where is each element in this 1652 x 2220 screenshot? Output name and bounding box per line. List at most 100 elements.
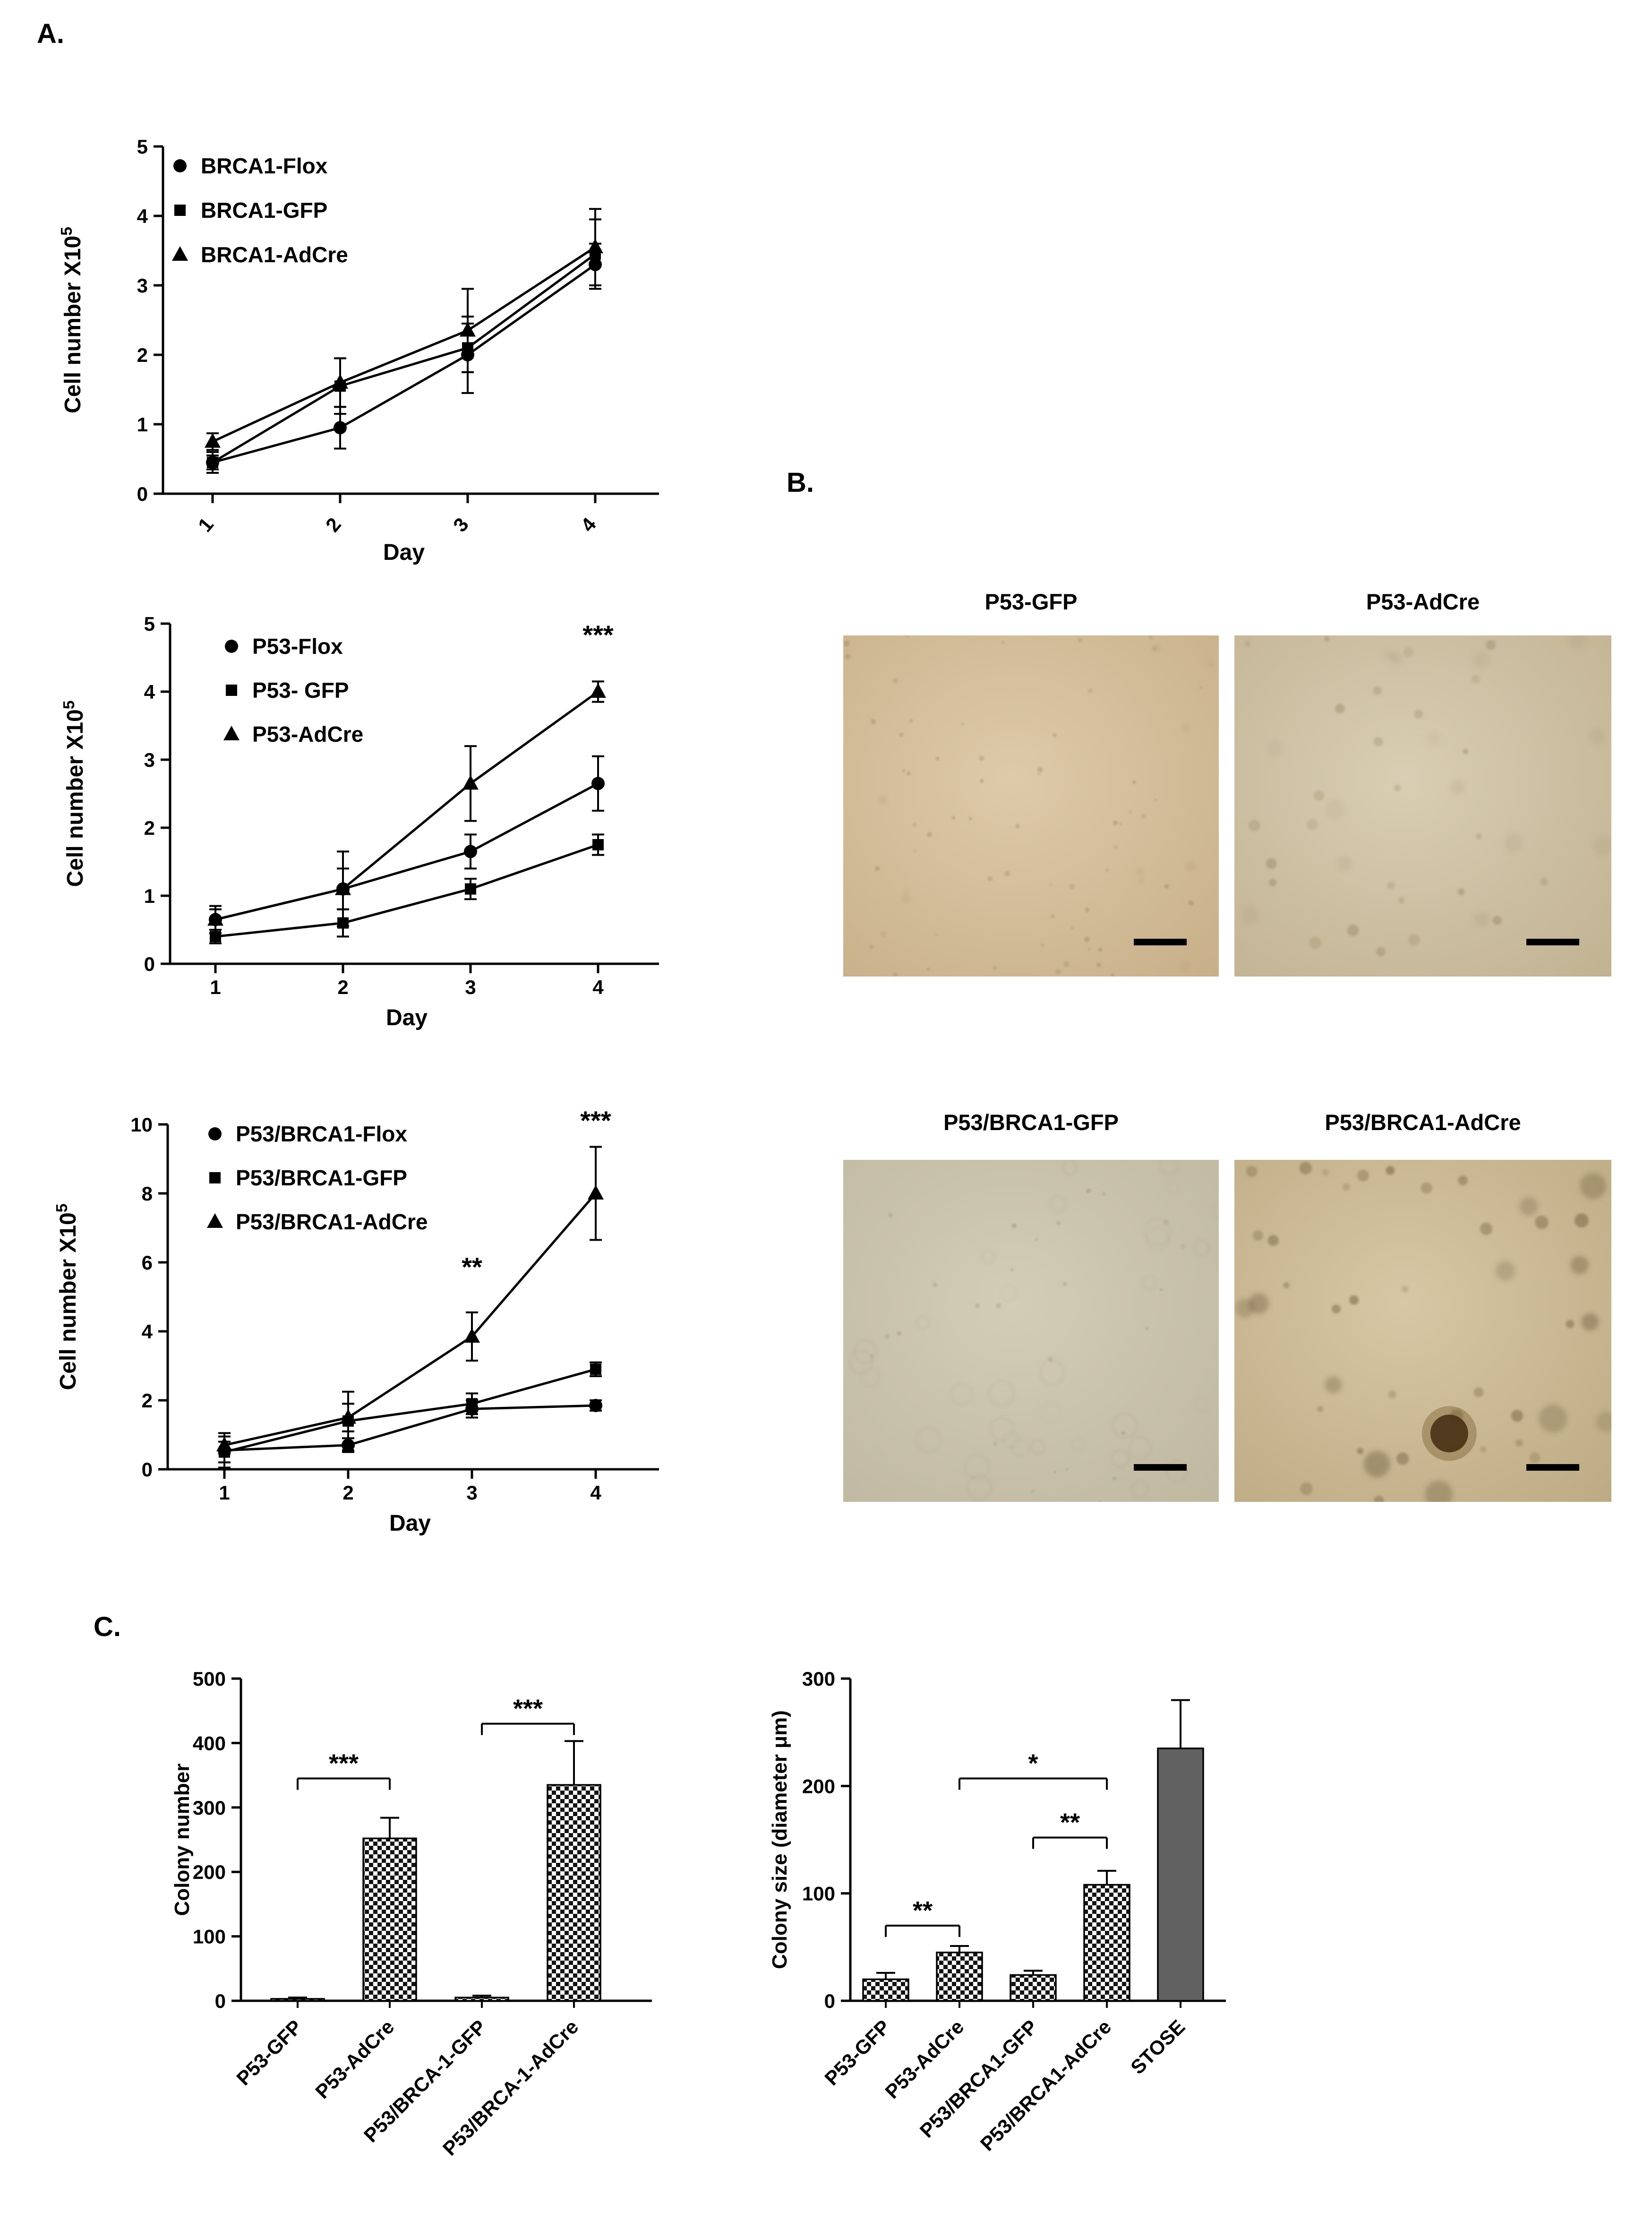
series-P53-GFP bbox=[209, 833, 604, 944]
significance-annotation: ** bbox=[913, 1896, 933, 1925]
x-tick-label: 4 bbox=[592, 976, 604, 998]
chart-colony-number: 0 100 200 300 400 500 Colony number P53-GFP P53-… bbox=[171, 1668, 652, 2160]
micrograph-label-p53-gfp: P53-GFP bbox=[984, 589, 1078, 614]
panel-a-label: A. bbox=[37, 18, 64, 49]
x-axis-label: Day bbox=[386, 1005, 428, 1030]
bar-P53-AdCre bbox=[936, 1951, 983, 2002]
bar-P53/BRCA-1-AdCre bbox=[547, 1784, 601, 2002]
panel-c-label: C. bbox=[94, 1611, 121, 1642]
x-tick-label: 1 bbox=[194, 514, 218, 536]
chart-colony-size: 0 100 200 300 Colony size (diameter μm) P53-G… bbox=[768, 1668, 1226, 2155]
x-axis-label: Day bbox=[383, 540, 425, 565]
y-tick-label: 2 bbox=[144, 817, 155, 839]
micrograph-p53-gfp bbox=[843, 635, 1219, 977]
x-tick-label: 1 bbox=[219, 1482, 230, 1504]
x-tick-label: 2 bbox=[321, 514, 345, 536]
significance-annotation: *** bbox=[582, 620, 614, 650]
y-tick-label: 5 bbox=[137, 136, 148, 158]
y-tick-label: 1 bbox=[137, 413, 148, 436]
series-P53-AdCre bbox=[207, 680, 606, 931]
bar-P53-GFP bbox=[862, 1978, 909, 2002]
scale-bar bbox=[1526, 1464, 1579, 1471]
y-tick-label: 6 bbox=[142, 1251, 153, 1274]
x-tick-label: 1 bbox=[210, 976, 221, 998]
y-tick-label: 1 bbox=[144, 885, 155, 907]
y-tick-label: 0 bbox=[144, 953, 155, 975]
category-label: P53-GFP bbox=[232, 2015, 306, 2090]
micrograph-p53-brca1-gfp bbox=[843, 1160, 1219, 1502]
bar-STOSE bbox=[1157, 1748, 1204, 2002]
category-label: P53-GFP bbox=[820, 2015, 894, 2090]
y-tick-label: 4 bbox=[144, 681, 155, 703]
significance-annotation: ** bbox=[1060, 1808, 1080, 1836]
y-tick-label: 300 bbox=[193, 1797, 226, 1819]
significance-annotation: ** bbox=[462, 1252, 482, 1282]
series-BRCA1-AdCre bbox=[205, 208, 603, 451]
chart-p53-growth: 0 1 2 3 4 5 Cell number X105 1 2 3 4 Day P53-Flox P53… bbox=[60, 613, 659, 1030]
series-P53/BRCA1-AdCre bbox=[216, 1146, 604, 1455]
series-BRCA1-Flox bbox=[206, 242, 602, 474]
significance-annotation: *** bbox=[513, 1694, 543, 1723]
y-tick-label: 8 bbox=[142, 1183, 153, 1205]
y-tick-label: 0 bbox=[215, 1990, 226, 2012]
y-tick-label: 200 bbox=[802, 1775, 835, 1797]
y-tick-label: 10 bbox=[130, 1114, 153, 1136]
y-tick-label: 500 bbox=[193, 1668, 226, 1690]
panel-b-label: B. bbox=[787, 467, 814, 498]
y-axis-label: Cell number X105 bbox=[60, 701, 88, 887]
y-tick-label: 4 bbox=[142, 1320, 153, 1343]
micrograph-p53-brca1-adcre bbox=[1234, 1160, 1611, 1502]
chart-brca1-growth: 0 1 2 3 4 5 Cell number X105 1 2 3 4 Day BRCA1-Flox B… bbox=[58, 136, 659, 565]
legend-label: P53-Flox bbox=[252, 634, 343, 659]
y-tick-label: 400 bbox=[193, 1732, 226, 1754]
y-tick-label: 0 bbox=[824, 1990, 835, 2012]
x-tick-label: 2 bbox=[337, 976, 348, 998]
significance-annotation: * bbox=[1028, 1749, 1038, 1777]
y-axis-label: Colony size (diameter μm) bbox=[768, 1710, 791, 1969]
legend-label: P53-AdCre bbox=[252, 722, 363, 746]
micrograph-label-p53-adcre: P53-AdCre bbox=[1366, 589, 1480, 614]
scale-bar bbox=[1526, 939, 1579, 945]
x-tick-label: 3 bbox=[465, 976, 476, 998]
x-tick-label: 3 bbox=[466, 1482, 477, 1504]
legend-label: BRCA1-Flox bbox=[201, 154, 328, 178]
x-tick-label: 4 bbox=[576, 513, 600, 536]
legend-label: BRCA1-GFP bbox=[201, 198, 327, 223]
category-label: P53/BRCA1-AdCre bbox=[976, 2015, 1116, 2155]
bar-P53/BRCA1-AdCre bbox=[1083, 1884, 1130, 2002]
legend-label: P53/BRCA1-GFP bbox=[236, 1166, 407, 1190]
y-tick-label: 300 bbox=[802, 1668, 835, 1690]
scale-bar bbox=[1134, 1464, 1187, 1471]
significance-annotation: *** bbox=[580, 1106, 611, 1135]
x-tick-label: 4 bbox=[590, 1482, 601, 1504]
y-axis-label: Cell number X105 bbox=[58, 227, 86, 413]
bar-P53/BRCA1-GFP bbox=[1010, 1974, 1057, 2002]
legend-label: P53- GFP bbox=[252, 678, 349, 703]
significance-annotation: *** bbox=[329, 1749, 359, 1777]
y-tick-label: 3 bbox=[137, 274, 148, 297]
y-tick-label: 4 bbox=[137, 205, 148, 227]
category-label: STOSE bbox=[1126, 2015, 1189, 2078]
micrograph-p53-adcre bbox=[1234, 635, 1611, 977]
y-tick-label: 100 bbox=[802, 1883, 835, 1905]
bar-P53/BRCA-1-GFP bbox=[454, 1997, 509, 2002]
legend-label: P53/BRCA1-AdCre bbox=[236, 1209, 428, 1234]
y-tick-label: 2 bbox=[142, 1389, 153, 1412]
x-tick-label: 3 bbox=[449, 514, 473, 536]
bar-P53-AdCre bbox=[362, 1837, 417, 2002]
y-tick-label: 2 bbox=[137, 344, 148, 366]
legend-label: P53/BRCA1-Flox bbox=[236, 1122, 407, 1146]
x-axis-label: Day bbox=[389, 1511, 431, 1536]
y-tick-label: 200 bbox=[193, 1861, 226, 1883]
micrograph-label-p53-brca1-adcre: P53/BRCA1-AdCre bbox=[1325, 1110, 1521, 1135]
y-tick-label: 0 bbox=[142, 1458, 153, 1481]
y-tick-label: 0 bbox=[137, 483, 148, 505]
y-axis-label: Cell number X105 bbox=[53, 1204, 81, 1390]
y-tick-label: 100 bbox=[193, 1926, 226, 1948]
scale-bar bbox=[1134, 939, 1187, 945]
bar-P53-GFP bbox=[270, 1998, 325, 2002]
micrograph-label-p53-brca1-gfp: P53/BRCA1-GFP bbox=[943, 1110, 1119, 1135]
y-tick-label: 5 bbox=[144, 613, 155, 635]
x-tick-label: 2 bbox=[342, 1482, 353, 1504]
